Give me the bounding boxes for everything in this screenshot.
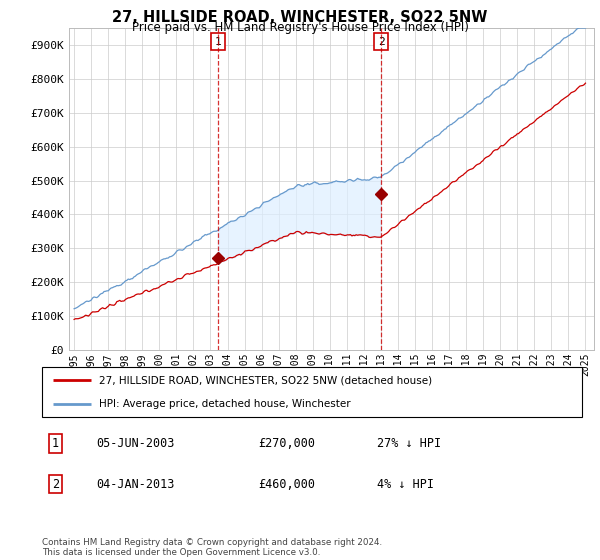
Text: 05-JUN-2003: 05-JUN-2003 xyxy=(96,437,175,450)
Text: HPI: Average price, detached house, Winchester: HPI: Average price, detached house, Winc… xyxy=(98,399,350,409)
Text: 1: 1 xyxy=(214,36,221,46)
Text: 27% ↓ HPI: 27% ↓ HPI xyxy=(377,437,441,450)
FancyBboxPatch shape xyxy=(42,367,582,417)
Text: 2: 2 xyxy=(52,478,59,491)
Text: 27, HILLSIDE ROAD, WINCHESTER, SO22 5NW: 27, HILLSIDE ROAD, WINCHESTER, SO22 5NW xyxy=(112,10,488,25)
Text: £460,000: £460,000 xyxy=(258,478,315,491)
Text: £270,000: £270,000 xyxy=(258,437,315,450)
Text: 27, HILLSIDE ROAD, WINCHESTER, SO22 5NW (detached house): 27, HILLSIDE ROAD, WINCHESTER, SO22 5NW … xyxy=(98,375,432,385)
Text: Contains HM Land Registry data © Crown copyright and database right 2024.
This d: Contains HM Land Registry data © Crown c… xyxy=(42,538,382,557)
Text: 1: 1 xyxy=(52,437,59,450)
Text: Price paid vs. HM Land Registry's House Price Index (HPI): Price paid vs. HM Land Registry's House … xyxy=(131,21,469,34)
Text: 04-JAN-2013: 04-JAN-2013 xyxy=(96,478,175,491)
Text: 2: 2 xyxy=(378,36,385,46)
Text: 4% ↓ HPI: 4% ↓ HPI xyxy=(377,478,434,491)
